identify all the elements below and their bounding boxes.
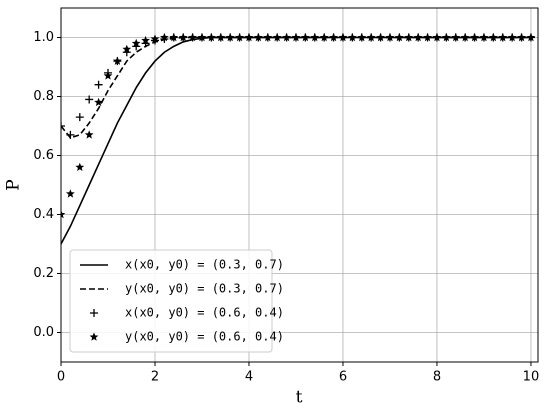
star-marker	[291, 32, 301, 42]
star-marker	[441, 32, 451, 42]
star-marker	[150, 34, 160, 43]
plus-marker	[61, 122, 65, 130]
star-marker	[366, 32, 376, 42]
star-marker	[75, 162, 85, 172]
legend-label: x(x0, y0) = (0.6, 0.4)	[125, 306, 284, 320]
star-marker	[178, 32, 188, 42]
star-marker	[244, 32, 254, 42]
star-marker	[329, 32, 338, 42]
star-marker	[517, 32, 526, 42]
star-marker	[160, 32, 169, 42]
star-marker	[526, 32, 536, 42]
star-marker	[432, 32, 442, 42]
y-tick-label: 0.4	[33, 207, 54, 222]
star-marker	[338, 32, 348, 42]
star-marker	[282, 32, 291, 42]
star-marker	[66, 189, 75, 198]
star-marker	[84, 130, 94, 139]
y-tick-label: 0.2	[33, 266, 54, 281]
star-marker	[254, 32, 263, 42]
x-tick-label: 6	[339, 370, 347, 385]
star-marker	[103, 71, 113, 80]
star-marker	[498, 32, 508, 42]
star-marker	[169, 32, 179, 42]
plus-marker	[94, 80, 103, 89]
star-marker	[207, 32, 216, 42]
star-marker	[451, 32, 461, 42]
star-marker	[394, 32, 404, 42]
star-marker	[225, 32, 235, 42]
x-tick-label: 8	[433, 370, 441, 385]
star-marker	[272, 32, 282, 42]
y-tick-label: 0.6	[33, 148, 54, 163]
star-marker	[423, 32, 432, 42]
legend-label: y(x0, y0) = (0.6, 0.4)	[125, 330, 284, 344]
plus-marker	[66, 130, 75, 139]
star-marker	[94, 97, 103, 107]
star-marker	[413, 32, 423, 42]
star-marker	[460, 32, 470, 42]
star-marker	[357, 32, 367, 42]
plot-layer	[61, 32, 536, 245]
star-marker	[216, 32, 226, 42]
star-marker	[113, 56, 122, 65]
plus-marker	[85, 95, 94, 104]
star-marker	[263, 32, 273, 42]
legend-label: x(x0, y0) = (0.3, 0.7)	[125, 258, 284, 272]
legend-label: y(x0, y0) = (0.3, 0.7)	[125, 282, 284, 296]
star-marker	[479, 32, 489, 42]
y-tick-label: 0.0	[33, 325, 54, 340]
x-tick-label: 0	[57, 370, 65, 385]
star-marker	[122, 44, 132, 54]
star-marker	[347, 32, 357, 42]
star-marker	[131, 38, 141, 48]
star-marker	[188, 32, 197, 42]
x-tick-label: 2	[151, 370, 159, 385]
legend-swatch	[89, 332, 99, 341]
star-marker	[141, 35, 150, 45]
star-marker	[376, 32, 385, 42]
plus-marker	[75, 113, 84, 122]
star-marker	[235, 32, 244, 42]
star-marker	[470, 32, 479, 42]
star-marker	[310, 32, 320, 42]
x-axis-label: t	[296, 388, 303, 408]
legend-swatch	[90, 309, 98, 317]
y-tick-label: 0.8	[33, 89, 54, 104]
x-tick-label: 4	[245, 370, 253, 385]
x-tick-label: 10	[523, 370, 540, 385]
y-axis-label: P	[4, 179, 24, 190]
plot-frame	[60, 7, 539, 363]
star-marker	[385, 32, 395, 42]
star-marker	[488, 32, 498, 42]
star-marker	[319, 32, 329, 42]
star-marker	[507, 32, 517, 42]
star-marker	[61, 209, 66, 219]
legend-box	[69, 249, 273, 353]
star-marker	[197, 32, 207, 42]
star-marker	[301, 32, 310, 42]
star-marker	[404, 32, 414, 42]
y-tick-label: 1.0	[33, 30, 54, 45]
